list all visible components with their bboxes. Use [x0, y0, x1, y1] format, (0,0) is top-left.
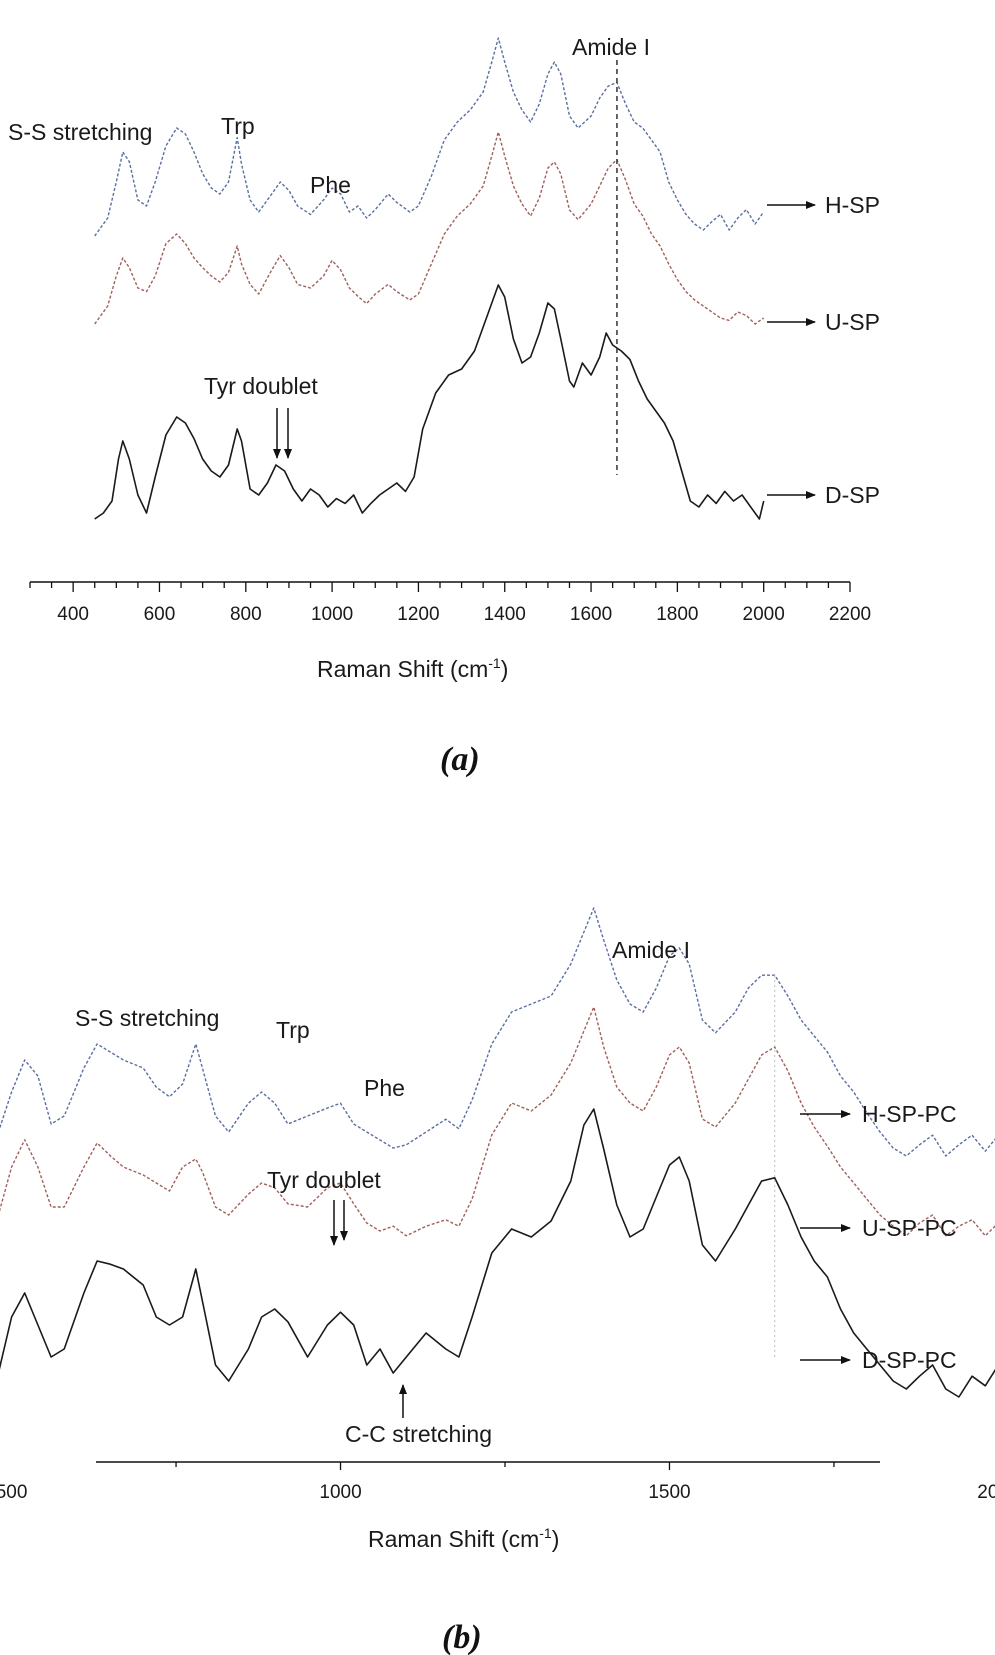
panel-a-amide-annotation: Amide I: [572, 34, 650, 60]
x-tick-label: 2200: [829, 604, 871, 625]
panel-b-ss-stretching-annotation: S-S stretching: [75, 1005, 219, 1031]
x-tick-label: 1800: [656, 604, 698, 625]
x-tick-label: 1200: [397, 604, 439, 625]
series-line-u-sp: [94, 131, 765, 325]
x-tick-label: 1500: [648, 1482, 690, 1503]
panel-b-amide-annotation: Amide I: [612, 937, 690, 963]
panel-b-x-axis: 500 1000 1500 2000: [0, 1461, 995, 1503]
x-tick-label: 400: [57, 604, 89, 625]
x-tick-label: 1000: [319, 1482, 361, 1503]
panel-b-trp-annotation: Trp: [276, 1017, 310, 1043]
series-label-u-sp-pc: U-SP-PC: [862, 1215, 957, 1241]
panel-a-series-labels: H-SP U-SP D-SP: [767, 192, 880, 508]
x-tick-label: 2000: [743, 604, 785, 625]
series-label-h-sp: H-SP: [825, 192, 880, 218]
panel-b-label: (b): [442, 1619, 482, 1655]
panel-b-x-axis-label: Raman Shift (cm-1): [368, 1525, 559, 1552]
series-line-h-sp: [94, 37, 765, 237]
panel-a-tyr-doublet-annotation: Tyr doublet: [204, 373, 318, 399]
x-tick-label: 1000: [311, 604, 353, 625]
x-tick-label: 2000: [977, 1482, 995, 1503]
panel-b: H-SP-PC U-SP-PC D-SP-PC 500 1000 1500 2000 S-…: [0, 907, 995, 1655]
series-line-d-sp-pc: [0, 1108, 995, 1398]
series-label-d-sp-pc: D-SP-PC: [862, 1347, 957, 1373]
x-tick-label: 1400: [484, 604, 526, 625]
panel-a-label: (a): [440, 741, 480, 778]
x-tick-label: 600: [144, 604, 176, 625]
panel-a-phe-annotation: Phe: [310, 172, 351, 198]
x-tick-label: 800: [230, 604, 262, 625]
panel-b-series: [0, 907, 995, 1398]
panel-b-tyr-doublet-annotation: Tyr doublet: [267, 1167, 381, 1193]
series-line-d-sp: [94, 284, 765, 520]
panel-a-ss-stretching-annotation: S-S stretching: [8, 119, 152, 145]
panel-a-x-axis-label: Raman Shift (cm-1): [317, 655, 508, 682]
panel-b-cc-stretching-annotation: C-C stretching: [345, 1421, 492, 1447]
series-line-u-sp-pc: [0, 1006, 995, 1237]
panel-a-x-axis: 400 600 800 1000 1200 1400 1600 1800 2000 2200: [29, 581, 871, 625]
series-label-u-sp: U-SP: [825, 309, 880, 335]
series-label-h-sp-pc: H-SP-PC: [862, 1101, 957, 1127]
series-label-d-sp: D-SP: [825, 482, 880, 508]
x-tick-label: 1600: [570, 604, 612, 625]
panel-b-series-labels: H-SP-PC U-SP-PC D-SP-PC: [800, 1101, 957, 1373]
panel-a-series: [94, 37, 765, 520]
panel-b-phe-annotation: Phe: [364, 1075, 405, 1101]
panel-a: H-SP U-SP D-SP 400 600 800 1000 1200 1400 1600 18…: [8, 34, 880, 778]
panel-a-trp-annotation: Trp: [221, 113, 255, 139]
x-tick-label: 500: [0, 1482, 27, 1503]
series-line-h-sp-pc: [0, 907, 995, 1157]
